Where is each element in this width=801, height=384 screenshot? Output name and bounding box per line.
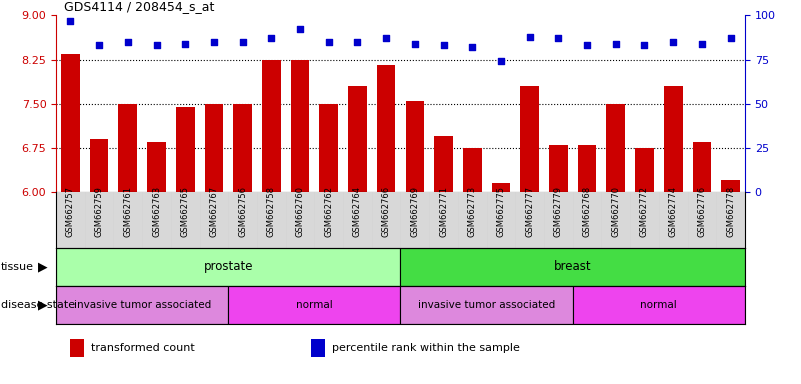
Bar (56, 286, 228, 324)
Point (581, 42, 594, 48)
Point (93, 42, 106, 48)
Bar (635, 148, 654, 192)
Bar (291, 60, 309, 192)
Text: tissue: tissue (1, 262, 34, 272)
Bar (463, 148, 481, 192)
Bar (147, 142, 166, 192)
Bar (119, 104, 137, 192)
Text: transformed count: transformed count (91, 343, 195, 353)
Bar (573, 286, 745, 324)
Point (610, 41, 622, 47)
Bar (56, 248, 400, 286)
Point (150, 42, 163, 48)
Bar (400, 286, 573, 324)
Bar (311, 339, 324, 357)
Point (409, 41, 421, 47)
Text: normal: normal (296, 300, 332, 310)
Point (552, 35, 565, 41)
Point (494, 58, 507, 65)
Point (695, 41, 708, 47)
Bar (521, 86, 539, 192)
Point (322, 39, 335, 45)
Bar (90, 139, 108, 192)
Bar (400, 248, 745, 286)
Point (437, 42, 450, 48)
Text: breast: breast (554, 260, 591, 273)
Point (666, 39, 679, 45)
Bar (376, 65, 396, 192)
Text: GDS4114 / 208454_s_at: GDS4114 / 208454_s_at (64, 0, 215, 13)
Text: ▶: ▶ (38, 299, 48, 312)
Bar (70, 339, 83, 357)
Text: invasive tumor associated: invasive tumor associated (418, 300, 555, 310)
Bar (228, 286, 400, 324)
Bar (693, 142, 711, 192)
Bar (176, 107, 195, 192)
Point (724, 35, 737, 41)
Bar (348, 86, 367, 192)
Bar (721, 180, 740, 192)
Point (122, 39, 135, 45)
Point (294, 26, 307, 33)
Bar (61, 54, 80, 192)
Bar (549, 145, 568, 192)
Bar (204, 104, 223, 192)
Bar (664, 86, 682, 192)
Text: prostate: prostate (203, 260, 253, 273)
Bar (434, 136, 453, 192)
Bar (233, 104, 252, 192)
Bar (578, 145, 597, 192)
Point (380, 35, 392, 41)
Point (265, 35, 278, 41)
Bar (262, 60, 280, 192)
Point (207, 39, 220, 45)
Point (638, 42, 651, 48)
Text: percentile rank within the sample: percentile rank within the sample (332, 343, 520, 353)
Bar (606, 104, 625, 192)
Point (523, 33, 536, 40)
Text: invasive tumor associated: invasive tumor associated (74, 300, 211, 310)
Bar (320, 104, 338, 192)
Point (351, 39, 364, 45)
Text: disease state: disease state (1, 300, 75, 310)
Bar (405, 101, 425, 192)
Text: ▶: ▶ (38, 260, 48, 273)
Text: normal: normal (641, 300, 677, 310)
Point (466, 44, 479, 50)
Bar (492, 183, 510, 192)
Point (179, 41, 191, 47)
Point (236, 39, 249, 45)
Point (64, 18, 77, 24)
